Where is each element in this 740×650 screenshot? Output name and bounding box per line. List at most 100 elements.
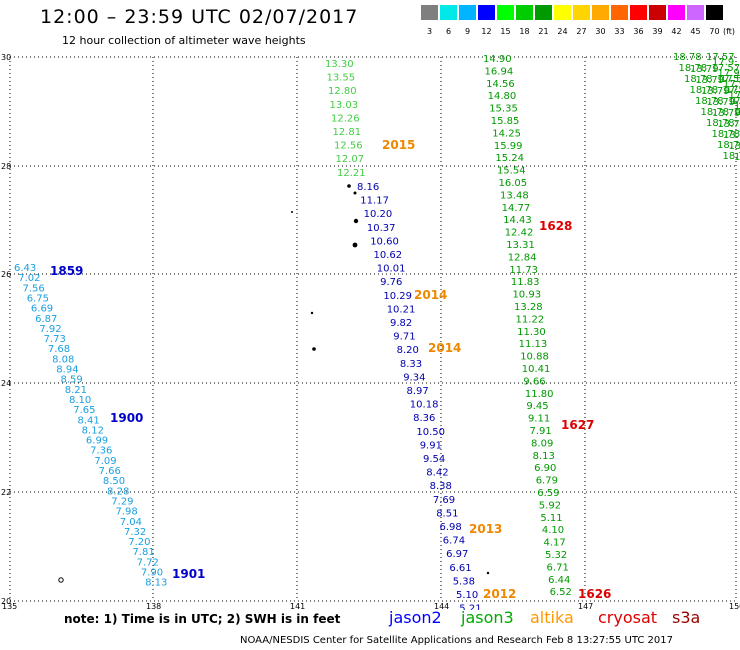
wave-height-value: 8.08: [52, 354, 74, 365]
wave-height-value: 8.09: [531, 438, 553, 449]
wave-height-value: 17.57: [723, 85, 740, 96]
map-subtitle: 12 hour collection of altimeter wave hei…: [62, 34, 306, 47]
wave-height-value: 11.83: [511, 277, 540, 288]
wave-height-value: 13.55: [327, 73, 356, 84]
wave-height-map: 135138141144147150202224262830 6.437.027…: [1, 52, 740, 610]
wave-height-value: 6.71: [547, 562, 569, 573]
pass-time-label: 2012: [483, 587, 516, 601]
wave-height-value: 14.77: [502, 203, 531, 214]
longitude-tick-label: 147: [578, 602, 593, 610]
wave-height-value: 18.78: [706, 118, 735, 129]
legend-value-label: 3: [426, 27, 433, 36]
wave-height-value: 17.9: [729, 90, 740, 101]
wave-height-value: 7.04: [120, 517, 142, 528]
wave-height-value: 7.73: [44, 334, 66, 345]
altimeter-pass: 6.437.027.566.756.696.877.927.737.688.08…: [14, 263, 205, 589]
satellite-name-cryosat: cryosat: [598, 608, 658, 627]
pass-time-label: 1626: [578, 587, 611, 601]
wave-height-value: 7.09: [94, 456, 116, 467]
wave-height-value: 5.21: [459, 604, 481, 610]
latitude-tick-label: 26: [1, 270, 11, 279]
wave-height-value: 17.57: [717, 74, 740, 85]
legend-swatch: [630, 5, 647, 20]
wave-height-value: 6.61: [449, 563, 471, 574]
wave-height-value: 13.79: [690, 64, 719, 75]
wave-height-value: 13.48: [500, 190, 529, 201]
pass-time-label: 2014: [414, 288, 447, 302]
wave-height-value: 14.90: [483, 54, 512, 65]
wave-height-value: 18.78: [701, 107, 730, 118]
wave-height-value: 18.78: [673, 52, 702, 63]
wave-height-value: 7.68: [48, 344, 70, 355]
wave-height-value: 8.42: [426, 468, 448, 479]
legend-swatch: [611, 5, 628, 20]
island: [353, 191, 357, 195]
wave-height-value: 10.18: [410, 400, 439, 411]
wave-height-value: 7.91: [530, 426, 552, 437]
wave-height-value: 6.52: [550, 587, 572, 598]
wave-height-value: 8.38: [430, 481, 452, 492]
satellite-name-s3a: s3a: [672, 608, 701, 627]
legend-value-label: 12: [481, 27, 492, 36]
wave-height-value: 13.28: [514, 302, 543, 313]
wave-height-value: 11.80: [525, 389, 554, 400]
wave-height-value: 11.30: [517, 327, 546, 338]
island: [352, 242, 358, 248]
wave-height-value: 17.5: [720, 74, 740, 85]
wave-height-value: 13.03: [330, 100, 359, 111]
island: [291, 211, 293, 213]
wave-height-value: 8.50: [103, 476, 125, 487]
island: [312, 347, 316, 351]
wave-height-value: 9.91: [420, 440, 442, 451]
wave-height-value: 10.41: [522, 364, 551, 375]
latitude-tick-label: 30: [1, 53, 11, 62]
wave-height-value: 12.56: [334, 141, 363, 152]
legend-swatch: [478, 5, 495, 20]
wave-height-value: 15.54: [497, 166, 526, 177]
legend-value-label: 70: [709, 27, 720, 36]
wave-height-value: 10.20: [364, 209, 393, 220]
altimeter-pass: 8.16 11.17 10.20 10.37 10.60 10.62 10.01 9.76 10…: [357, 182, 516, 610]
legend-swatch: [535, 5, 552, 20]
wave-height-value: 7.90: [141, 568, 163, 579]
legend-value-label: 39: [652, 27, 663, 36]
wave-height-value: 11.22: [516, 314, 545, 325]
wave-height-value: 6.90: [534, 463, 556, 474]
wave-height-value: 7.66: [99, 466, 121, 477]
wave-height-value: 12.07: [336, 154, 365, 165]
map-title: 12:00 – 23:59 UTC 02/07/2017: [40, 6, 359, 28]
latitude-tick-label: 24: [1, 379, 11, 388]
wave-height-value: 12.42: [505, 228, 534, 239]
wave-height-value: 5.11: [540, 513, 562, 524]
wave-height-value: 7.69: [433, 495, 455, 506]
longitude-tick-label: 138: [146, 602, 161, 610]
axis-tick-labels: 135 138 141 144 147 150 20 22 24 26 28 30: [1, 53, 740, 610]
footer-note: note: 1) Time is in UTC; 2) SWH is in fe…: [64, 612, 341, 626]
wave-height-value: 7.02: [18, 273, 40, 284]
wave-height-value: 12.26: [331, 113, 360, 124]
wave-height-value: 9.71: [393, 332, 415, 343]
wave-height-value: 8.20: [397, 345, 419, 356]
latitude-tick-label: 28: [1, 162, 11, 171]
longitude-tick-label: 144: [434, 602, 449, 610]
legend-value-label: 30: [595, 27, 606, 36]
wave-height-value: 13.79: [707, 97, 736, 108]
wave-height-value: 9.54: [423, 454, 445, 465]
wave-height-value: 7.98: [116, 507, 138, 518]
wave-height-value: 7.32: [124, 527, 146, 538]
wave-height-value: 8.13: [533, 451, 555, 462]
wave-height-value: 8.10: [69, 395, 91, 406]
wave-height-value: 8.33: [400, 359, 422, 370]
wave-height-value: 9.66: [523, 376, 545, 387]
wave-height-value: 17.5: [737, 107, 740, 118]
wave-height-value: 16.94: [485, 66, 514, 77]
pass-time-label: 1900: [110, 411, 143, 425]
wave-height-value: 7.65: [73, 405, 95, 416]
wave-height-value: 6.99: [86, 436, 108, 447]
wave-height-value: 10.60: [370, 236, 399, 247]
wave-height-value: 13.79: [696, 75, 725, 86]
wave-height-value: 17.9: [734, 101, 740, 112]
legend-swatch: [592, 5, 609, 20]
legend-swatch: [459, 5, 476, 20]
